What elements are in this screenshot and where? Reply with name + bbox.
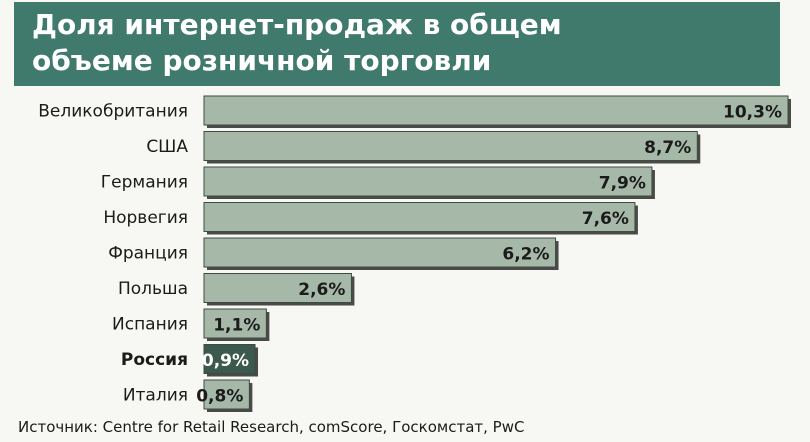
bar-5: [203, 273, 352, 303]
category-label-4: Франция: [108, 244, 188, 264]
category-label-2: Германия: [101, 173, 188, 193]
value-label-4: 6,2%: [502, 245, 549, 265]
chart-title-line-2: объеме розничной торговли: [32, 44, 492, 77]
category-label-3: Норвегия: [103, 208, 188, 228]
category-label-0: Великобритания: [38, 102, 188, 122]
bar-row-6: Испания 1,1%: [112, 308, 270, 341]
bar-7: [203, 344, 256, 374]
bar-0: [203, 95, 789, 126]
value-label-1: 8,7%: [644, 138, 691, 158]
bar-row-5: Польша 2,6%: [118, 273, 355, 306]
bar-row-0: Великобритания 10,3%: [38, 95, 792, 128]
chart-title-line-1: Доля интернет-продаж в общем: [32, 8, 562, 41]
bar-6: [203, 308, 267, 339]
source-note: Источник: Centre for Retail Research, co…: [18, 418, 525, 436]
value-label-3: 7,6%: [582, 209, 629, 229]
category-label-6: Испания: [112, 315, 188, 335]
bar-2: [203, 166, 653, 197]
bar-3: [203, 202, 636, 232]
title-band: Доля интернет-продаж в общем объеме розн…: [14, 2, 780, 86]
value-label-8: 0,8%: [196, 387, 243, 407]
value-label-7: 0,9%: [202, 351, 249, 371]
bar-row-2: Германия 7,9%: [101, 166, 655, 199]
category-label-5: Польша: [118, 279, 188, 299]
bar-4: [203, 237, 557, 268]
bar-row-1: США 8,7%: [146, 131, 701, 164]
bar-row-8: Италия 0,8%: [123, 379, 253, 412]
bar-row-7: Россия 0,9%: [121, 344, 259, 377]
category-label-8: Италия: [123, 386, 188, 406]
category-label-1: США: [146, 137, 188, 157]
category-label-7: Россия: [121, 350, 188, 370]
bar-8: [203, 379, 250, 410]
value-label-5: 2,6%: [298, 280, 345, 300]
bar-row-3: Норвегия 7,6%: [103, 202, 638, 235]
bar-row-4: Франция 6,2%: [108, 237, 559, 270]
value-label-6: 1,1%: [213, 316, 260, 336]
value-label-2: 7,9%: [599, 174, 646, 194]
bar-1: [203, 131, 698, 161]
value-label-0: 10,3%: [723, 103, 782, 123]
